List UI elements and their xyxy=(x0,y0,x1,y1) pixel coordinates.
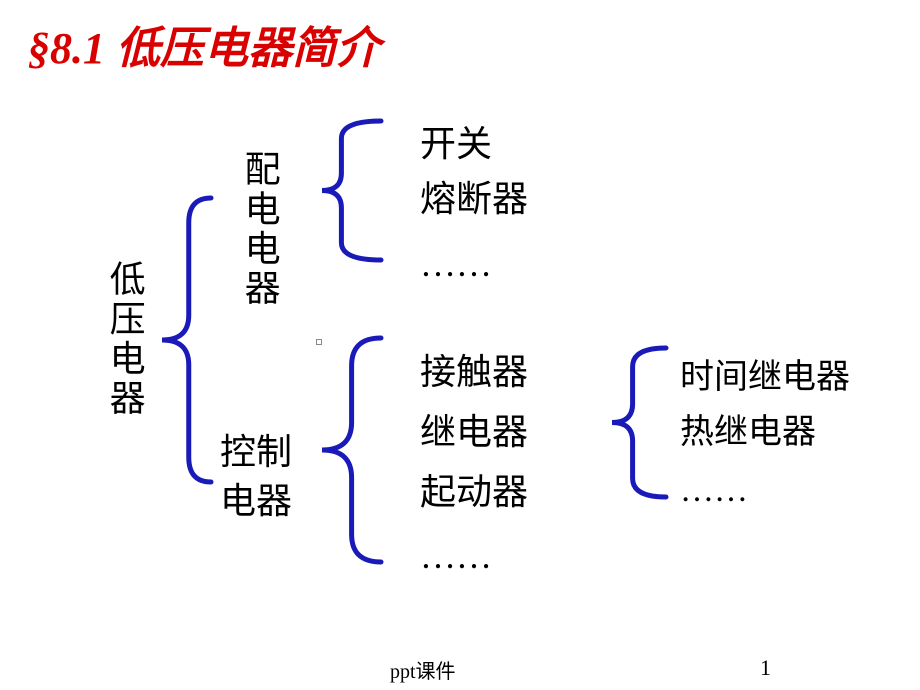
leaf-starter: 起动器 xyxy=(420,468,528,517)
leaf-time-relay: 时间继电器 xyxy=(680,355,850,401)
leaf-relay-more: …… xyxy=(680,468,748,514)
section-number: §8.1 xyxy=(28,24,105,73)
page-number: 1 xyxy=(760,655,771,681)
footer-label: ppt课件 xyxy=(390,655,456,684)
leaf-ctrl-more: …… xyxy=(420,532,492,581)
leaf-fuse: 熔断器 xyxy=(420,175,528,224)
tree-node-ctrl: 控制电器 xyxy=(220,428,292,525)
brace-ctrl xyxy=(320,335,385,565)
tree-node-dist: 配电电器 xyxy=(235,150,284,308)
slide-title: §8.1 低压电器简介 xyxy=(28,12,380,76)
leaf-thermal-relay: 热继电器 xyxy=(680,410,816,456)
selection-handle-icon xyxy=(316,339,322,345)
title-text: 低压电器简介 xyxy=(116,24,380,73)
leaf-dist-more: …… xyxy=(420,240,492,289)
brace-relay xyxy=(610,345,670,500)
brace-dist xyxy=(320,118,385,263)
tree-root: 低压电器 xyxy=(100,260,149,418)
brace-root xyxy=(160,195,215,485)
leaf-relay: 继电器 xyxy=(420,408,528,457)
leaf-contactor: 接触器 xyxy=(420,348,528,397)
leaf-switch: 开关 xyxy=(420,120,492,169)
